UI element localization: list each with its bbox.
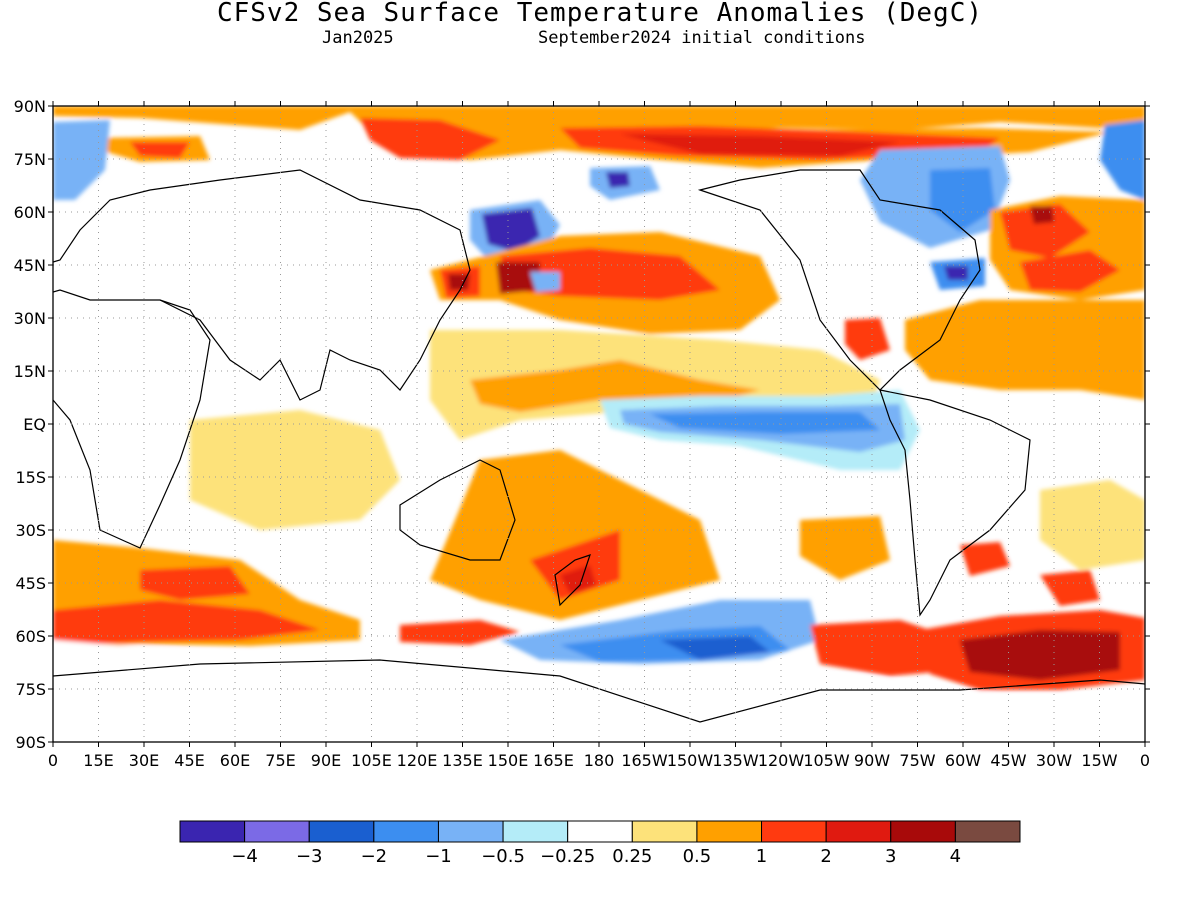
lat-label: 75N bbox=[14, 150, 46, 169]
colorbar-swatch bbox=[502, 820, 569, 843]
lon-label: 75E bbox=[265, 751, 295, 770]
lon-label: 90W bbox=[854, 751, 890, 770]
lon-label: 15W bbox=[1081, 751, 1117, 770]
colorbar-swatch bbox=[308, 820, 375, 843]
lat-label: 90S bbox=[15, 733, 46, 752]
lon-label: 105W bbox=[803, 751, 850, 770]
anomaly-field bbox=[53, 106, 1145, 742]
coastlines bbox=[53, 169, 1145, 723]
colorbar-label: 3 bbox=[885, 846, 896, 867]
lon-label: 105E bbox=[351, 751, 392, 770]
lon-label: 135E bbox=[442, 751, 483, 770]
colorbar-label: 4 bbox=[950, 846, 961, 867]
map-grid bbox=[53, 106, 1145, 742]
lon-label: 120E bbox=[397, 751, 438, 770]
lon-label: 45W bbox=[990, 751, 1026, 770]
colorbar-label: −2 bbox=[361, 846, 388, 867]
lat-label: 90N bbox=[14, 97, 46, 116]
lat-label: 30S bbox=[15, 521, 46, 540]
colorbar-swatch bbox=[373, 820, 439, 843]
lat-label: 30N bbox=[14, 309, 46, 328]
lon-label: 150W bbox=[667, 751, 714, 770]
lon-label: 150E bbox=[488, 751, 529, 770]
lon-label: 30E bbox=[129, 751, 159, 770]
lon-label: 60E bbox=[220, 751, 250, 770]
colorbar-swatch bbox=[179, 820, 246, 843]
lon-label: 30W bbox=[1036, 751, 1072, 770]
colorbar-swatch bbox=[631, 820, 698, 843]
colorbar-label: 1 bbox=[756, 846, 767, 867]
lon-label: 15E bbox=[83, 751, 113, 770]
lon-label: 75W bbox=[899, 751, 935, 770]
lat-label: EQ bbox=[23, 415, 46, 434]
lat-label: 45S bbox=[15, 574, 46, 593]
colorbar-swatch bbox=[825, 820, 892, 843]
colorbar-swatch bbox=[437, 820, 504, 843]
chart-title: CFSv2 Sea Surface Temperature Anomalies … bbox=[216, 0, 984, 28]
colorbar-swatch bbox=[567, 820, 633, 843]
lon-label: 90E bbox=[311, 751, 341, 770]
lat-label: 60S bbox=[15, 627, 46, 646]
colorbar-label: 2 bbox=[820, 846, 831, 867]
lon-label: 180 bbox=[584, 751, 615, 770]
lat-label: 15N bbox=[14, 362, 46, 381]
lon-label: 45E bbox=[174, 751, 204, 770]
colorbar-label: −4 bbox=[231, 846, 258, 867]
colorbar-swatch bbox=[890, 820, 956, 843]
lat-label: 60N bbox=[14, 203, 46, 222]
colorbar-swatch bbox=[954, 820, 1021, 843]
lon-label: 165W bbox=[621, 751, 668, 770]
colorbar: −4 −3 −2 −1 −0.5 −0.25 0.25 0.5 1 2 3 4 bbox=[179, 820, 1021, 867]
colorbar-swatch bbox=[761, 820, 827, 843]
init-conditions: September2024 initial conditions bbox=[538, 28, 866, 48]
colorbar-label: −1 bbox=[425, 846, 452, 867]
lat-label: 75S bbox=[15, 680, 46, 699]
colorbar-swatch bbox=[244, 820, 310, 843]
axis-ticks bbox=[48, 101, 1150, 747]
longitude-labels: 0 15E 30E 45E 60E 75E 90E 105E 120E 135E 150E 165E 1… bbox=[48, 751, 1150, 770]
lon-label: 0 bbox=[1140, 751, 1150, 770]
lon-label: 120W bbox=[758, 751, 805, 770]
colorbar-swatch bbox=[696, 820, 763, 843]
colorbar-label: −3 bbox=[296, 846, 323, 867]
colorbar-label: −0.25 bbox=[540, 846, 595, 867]
lat-label: 45N bbox=[14, 256, 46, 275]
colorbar-label: −0.5 bbox=[481, 846, 525, 867]
lon-label: 60W bbox=[945, 751, 981, 770]
valid-month: Jan2025 bbox=[322, 28, 394, 48]
lon-label: 165E bbox=[533, 751, 574, 770]
colorbar-label: 0.5 bbox=[683, 846, 712, 867]
lat-label: 15S bbox=[15, 468, 46, 487]
colorbar-label: 0.25 bbox=[612, 846, 652, 867]
lon-label: 0 bbox=[48, 751, 58, 770]
lon-label: 135W bbox=[712, 751, 759, 770]
latitude-labels: 90N 75N 60N 45N 30N 15N EQ 15S 30S 45S 60S 75S 90S bbox=[14, 97, 46, 752]
